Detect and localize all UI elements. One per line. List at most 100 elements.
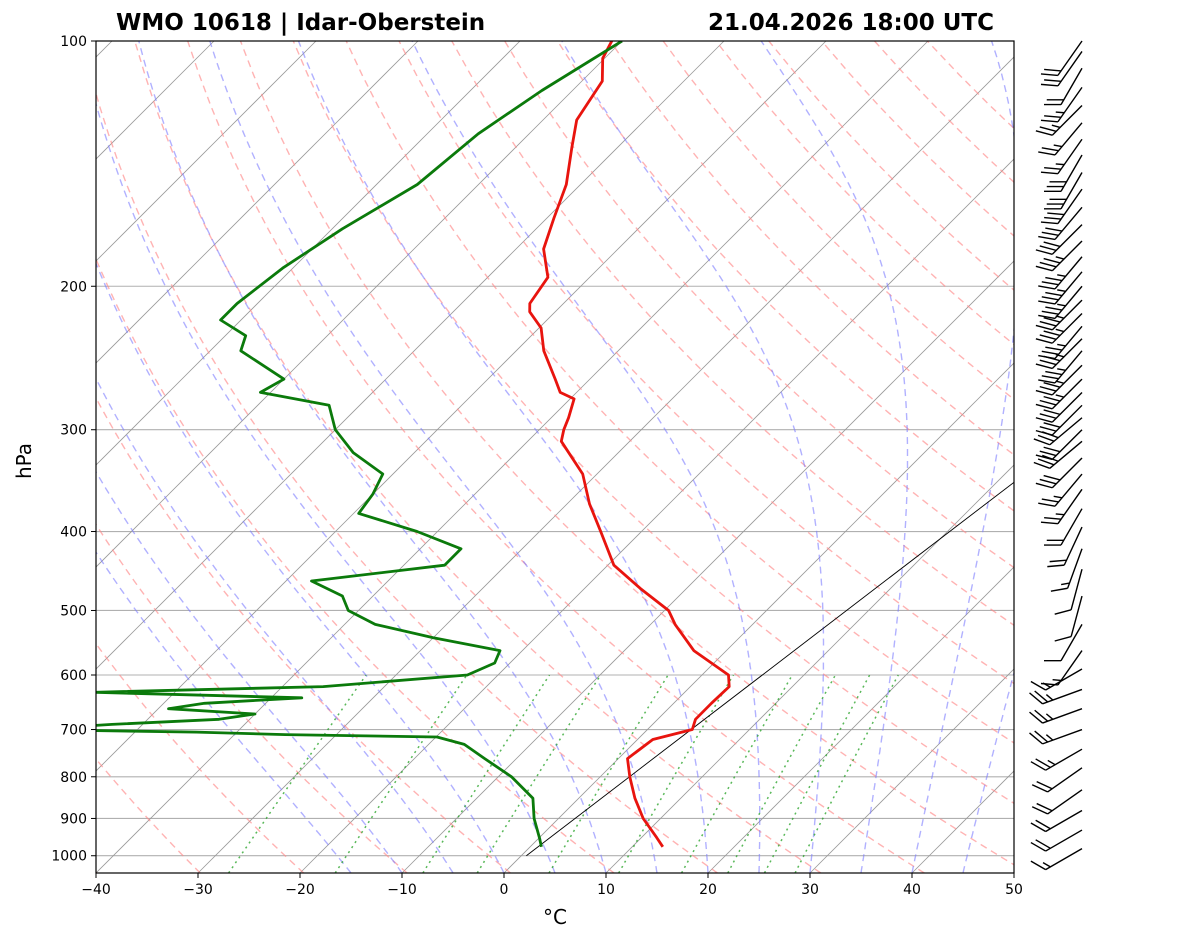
wind-barb-feather bbox=[1029, 711, 1043, 724]
wind-barb-feather bbox=[1038, 502, 1056, 507]
wind-barb-staff bbox=[1054, 271, 1083, 305]
isotherm-line bbox=[197, 56, 1014, 873]
wind-barb-feather bbox=[1041, 375, 1059, 380]
wind-barb-feather bbox=[1039, 385, 1057, 392]
wind-barb-feather bbox=[1030, 860, 1046, 871]
wind-barb-feather bbox=[1038, 235, 1056, 241]
wind-barb-feather bbox=[1043, 474, 1061, 481]
wind-barb-feather bbox=[1040, 521, 1058, 525]
wind-barb bbox=[1038, 325, 1083, 360]
wind-barb-feather bbox=[1045, 370, 1063, 376]
mixing-ratio-line bbox=[680, 674, 793, 873]
wind-barb-feather bbox=[1038, 300, 1056, 305]
wind-barb-feather bbox=[1035, 429, 1053, 436]
wind-barb-staff bbox=[1054, 285, 1083, 319]
isotherm-line bbox=[1116, 41, 1181, 873]
wind-barb-staff bbox=[1051, 364, 1083, 396]
wind-barb bbox=[1035, 364, 1083, 396]
mixing-ratio-line bbox=[476, 674, 602, 873]
wind-barb-half-feather bbox=[1055, 111, 1065, 114]
wind-barb bbox=[1035, 378, 1083, 410]
wind-barb-feather bbox=[1044, 216, 1062, 220]
wind-barb-feather bbox=[1041, 310, 1059, 315]
wind-barb bbox=[1044, 508, 1083, 546]
wind-barb-feather bbox=[1035, 389, 1053, 396]
wind-barb bbox=[1035, 429, 1083, 461]
wind-barb-staff bbox=[1051, 299, 1083, 331]
wind-barb-feather bbox=[1035, 324, 1053, 331]
wind-barb bbox=[1031, 789, 1083, 815]
wind-barb-staff bbox=[1057, 51, 1083, 87]
wind-barb bbox=[1038, 271, 1083, 305]
wind-barb-feather bbox=[1040, 171, 1058, 175]
wind-barb-feather bbox=[1038, 285, 1056, 290]
wind-barb-feather bbox=[1037, 434, 1055, 442]
wind-barb-staff bbox=[1051, 404, 1083, 436]
wind-barb-staff bbox=[1051, 457, 1083, 489]
wind-barb bbox=[1040, 40, 1083, 77]
wind-barb-feather bbox=[1030, 680, 1046, 691]
wind-barb-staff bbox=[1060, 154, 1083, 192]
y-tick-label: 900 bbox=[60, 811, 87, 827]
wind-barb-feather bbox=[1034, 709, 1049, 722]
wind-barb bbox=[1044, 67, 1083, 106]
y-tick-label: 200 bbox=[60, 279, 87, 295]
wind-barb-feather bbox=[1034, 730, 1049, 743]
wind-barb bbox=[1038, 473, 1083, 507]
moist-adiabat bbox=[96, 101, 556, 873]
wind-barb-staff bbox=[1045, 748, 1083, 771]
dry-adiabat bbox=[345, 41, 1014, 744]
isotherm-line bbox=[809, 668, 1014, 873]
wind-barb bbox=[1033, 417, 1083, 446]
y-tick-label: 400 bbox=[60, 525, 87, 541]
wind-barb-feather bbox=[1043, 395, 1061, 402]
wind-barb bbox=[1031, 767, 1083, 793]
wind-barb-staff bbox=[1060, 508, 1083, 546]
dry-adiabat bbox=[239, 41, 1014, 866]
wind-barb-staff bbox=[1054, 473, 1083, 507]
wind-barb-half-feather bbox=[1061, 582, 1070, 586]
wind-barb bbox=[1029, 688, 1083, 705]
wind-barb-staff bbox=[1057, 488, 1083, 525]
mixing-ratio-line bbox=[422, 674, 551, 873]
wind-barb bbox=[1035, 299, 1083, 331]
dry-adiabat bbox=[187, 41, 925, 873]
wind-barb-feather bbox=[1033, 461, 1051, 469]
wind-barb-feather bbox=[1050, 587, 1068, 592]
dry-adiabat bbox=[609, 41, 1014, 456]
y-tick-label: 800 bbox=[60, 770, 87, 786]
dry-adiabat bbox=[451, 41, 1014, 627]
wind-barb bbox=[1054, 569, 1083, 615]
wind-barb-feather bbox=[1054, 635, 1072, 642]
wind-barb-half-feather bbox=[1057, 274, 1066, 277]
wind-barb-feather bbox=[1039, 334, 1057, 340]
wind-barb-half-feather bbox=[1057, 303, 1066, 307]
temperature-profile bbox=[528, 41, 731, 848]
wind-barb-feather bbox=[1043, 241, 1061, 248]
wind-barb-half-feather bbox=[1045, 713, 1054, 720]
wind-barb bbox=[1030, 809, 1083, 833]
wind-barb-feather bbox=[1040, 119, 1058, 123]
wind-barb-staff bbox=[1054, 122, 1083, 156]
wind-barb bbox=[1035, 404, 1083, 436]
wind-barb-feather bbox=[1040, 221, 1058, 225]
wind-barb-feather bbox=[1036, 802, 1053, 812]
wind-barb-feather bbox=[1045, 291, 1063, 297]
wind-barb-half-feather bbox=[1055, 513, 1065, 516]
wind-barb-feather bbox=[1031, 806, 1048, 815]
wind-barb-feather bbox=[1035, 839, 1051, 849]
wind-barb bbox=[1040, 188, 1083, 225]
y-axis-label: hPa bbox=[12, 443, 36, 479]
wind-barb-half-feather bbox=[1055, 163, 1065, 166]
wind-barb-feather bbox=[1035, 338, 1053, 344]
x-tick-label: 50 bbox=[1005, 882, 1023, 898]
isotherm-line bbox=[96, 41, 317, 262]
chart-title: WMO 10618 | Idar-Oberstein bbox=[116, 10, 485, 36]
data-layer bbox=[96, 41, 731, 848]
isotherm-line bbox=[299, 158, 1014, 873]
isotherm-line bbox=[96, 41, 929, 873]
wind-barb-half-feather bbox=[1055, 394, 1065, 398]
x-tick-label: −40 bbox=[81, 882, 111, 898]
wind-barb-half-feather bbox=[1053, 495, 1063, 499]
wind-barb-staff bbox=[1045, 668, 1083, 691]
